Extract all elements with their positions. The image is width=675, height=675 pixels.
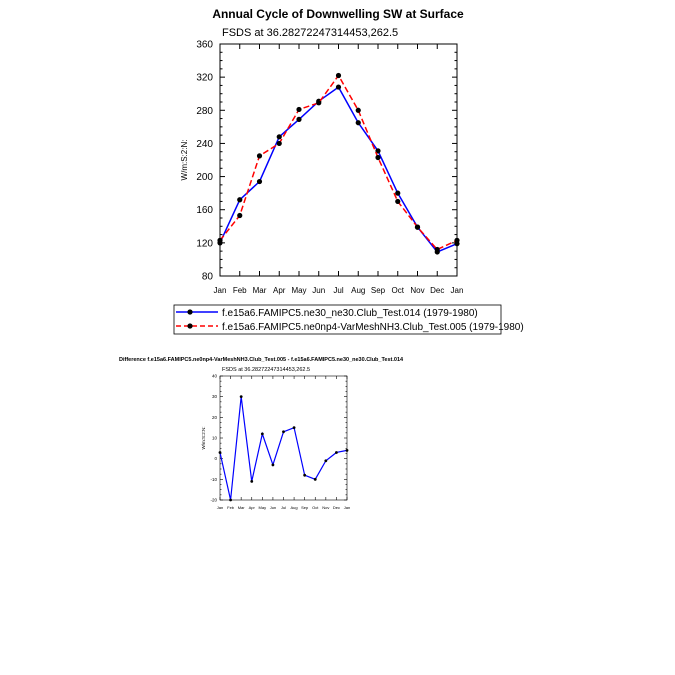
x-tick-label: Jan: [344, 505, 350, 510]
legend-marker-series-1: [187, 309, 193, 315]
y-tick-label: 320: [196, 73, 213, 84]
x-tick-label: Nov: [322, 505, 329, 510]
series-1-point: [250, 480, 254, 483]
series-2-point: [296, 106, 302, 113]
y-tick-label: 40: [212, 374, 218, 379]
x-tick-label: Jul: [281, 505, 286, 510]
series-1-point: [260, 432, 264, 436]
x-tick-label: Mar: [253, 286, 267, 295]
main-chart-subtitle: FSDS at 36.28272247314453,262.5: [222, 27, 398, 39]
series-2-point: [256, 153, 263, 159]
x-tick-label: Sep: [371, 286, 386, 295]
series-1-point: [229, 498, 232, 502]
x-tick-label: Jun: [312, 286, 325, 295]
x-tick-label: Aug: [291, 505, 298, 510]
y-tick-label: 200: [196, 172, 213, 183]
plot-frame: [219, 43, 458, 277]
series-2-point: [276, 140, 282, 147]
x-tick-label: May: [291, 286, 306, 295]
main-chart: Annual Cycle of Downwelling SW at Surfac…: [173, 7, 524, 335]
y-tick-label: 0: [214, 456, 217, 461]
x-tick-label: Apr: [249, 505, 256, 510]
y-tick-label: -20: [210, 498, 217, 503]
y-tick-label: 120: [196, 238, 213, 249]
x-tick-label: Oct: [312, 505, 319, 510]
series-2-point: [355, 107, 361, 113]
y-tick-label: 280: [196, 106, 213, 117]
series-1-line: [219, 396, 348, 501]
series-2-point: [454, 237, 460, 243]
legend-box: [173, 304, 502, 335]
y-tick-label: 30: [212, 394, 218, 399]
legend-label-series-1: f.e15a6.FAMIPC5.ne30_ne30.Club_Test.014 …: [222, 308, 478, 319]
series-1-point: [395, 190, 401, 196]
y-tick-label: 240: [196, 139, 213, 150]
x-tick-label: Apr: [273, 286, 286, 295]
difference-plot-area: -20 -10 0 10 20 30 40 Jan Feb Mar Apr May Jun Jul Aug S…: [210, 374, 350, 510]
x-tick-label: Dec: [333, 505, 340, 510]
x-tick-label: Sep: [301, 505, 309, 510]
y-tick-label: -10: [210, 477, 217, 482]
series-1-point: [296, 116, 302, 122]
main-chart-legend: f.e15a6.FAMIPC5.ne30_ne30.Club_Test.014 …: [173, 304, 524, 335]
series-2-point: [434, 246, 440, 253]
series-1-point: [256, 178, 263, 185]
difference-chart-subtitle: FSDS at 36.28272247314453,262.5: [222, 367, 310, 373]
x-tick-label: Jan: [214, 286, 227, 295]
series-1-point: [282, 430, 285, 434]
x-tick-label: Jan: [451, 286, 464, 295]
series-1-point: [237, 197, 243, 203]
main-chart-title: Annual Cycle of Downwelling SW at Surfac…: [212, 7, 464, 21]
y-tick-label: 360: [196, 40, 213, 51]
series-1-point: [218, 451, 222, 454]
series-1-point: [276, 134, 282, 140]
series-2-point: [414, 224, 421, 230]
plot-frame: [219, 375, 348, 501]
series-1-point: [335, 84, 342, 90]
series-1-point: [345, 449, 349, 452]
x-tick-label: Feb: [233, 286, 247, 295]
x-tick-label: Jan: [217, 505, 223, 510]
main-plot-area: 80 120 160 200 240 280 320 360 Jan Feb Mar Apr May Ju…: [196, 40, 463, 296]
series-2-point: [316, 100, 322, 106]
x-tick-label: Mar: [238, 505, 246, 510]
x-tick-label: May: [259, 505, 267, 510]
y-tick-label: 20: [212, 415, 218, 420]
x-tick-label: Jul: [333, 286, 343, 295]
series-1-point: [271, 463, 275, 467]
series-2-point: [237, 212, 243, 219]
legend-label-series-2: f.e15a6.FAMIPC5.ne0np4-VarMeshNH3.Club_T…: [222, 322, 524, 333]
x-tick-label: Aug: [351, 286, 365, 295]
series-1-point: [313, 477, 317, 481]
series-1-line: [219, 85, 458, 253]
series-1-point: [375, 148, 381, 154]
y-tick-label: 80: [202, 272, 214, 283]
series-2-line: [219, 74, 458, 251]
series-1-point: [292, 426, 296, 430]
series-1-point: [335, 451, 338, 454]
series-2-point: [217, 237, 223, 243]
y-tick-label: 10: [212, 436, 218, 441]
difference-chart: Difference f.e15a6.FAMIPC5.ne0np4-VarMes…: [119, 357, 404, 510]
legend-marker-series-2: [187, 323, 193, 329]
series-1-point: [324, 459, 328, 463]
x-tick-label: Dec: [430, 286, 444, 295]
series-2-point: [375, 154, 381, 161]
difference-chart-title: Difference f.e15a6.FAMIPC5.ne0np4-VarMes…: [119, 357, 404, 363]
difference-chart-ylabel: W/m:S:2:N:: [201, 426, 206, 449]
x-tick-label: Oct: [392, 286, 405, 295]
series-1-point: [239, 395, 243, 399]
x-tick-label: Jun: [270, 505, 276, 510]
x-tick-label: Feb: [227, 505, 235, 510]
y-tick-label: 160: [196, 205, 213, 216]
main-chart-ylabel: W/m:S:2:N:: [180, 140, 189, 181]
x-tick-label: Nov: [410, 286, 424, 295]
series-1-point: [355, 120, 361, 126]
series-2-point: [395, 198, 401, 205]
series-1-point: [303, 473, 307, 477]
series-2-point: [335, 72, 342, 79]
